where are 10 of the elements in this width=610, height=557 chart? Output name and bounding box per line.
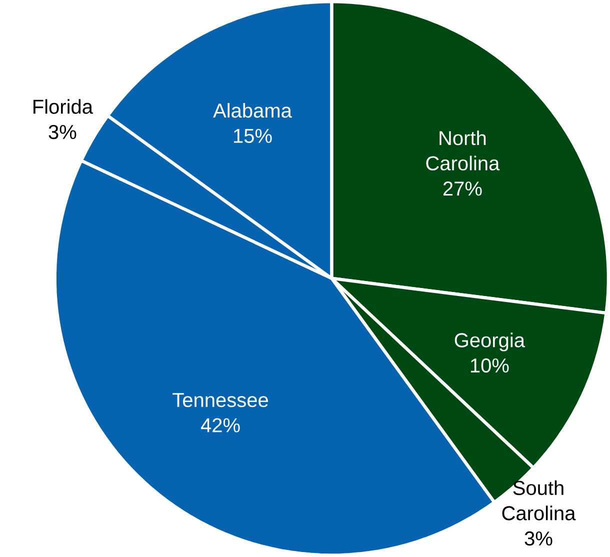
data-label: 15%: [234, 129, 272, 144]
slice-label: Georgia: [454, 332, 525, 352]
slice-label: Alabama: [213, 103, 292, 118]
data-label: 42%: [200, 418, 240, 432]
data-label: 3%: [48, 125, 76, 140]
slice-label: Florida: [34, 99, 93, 114]
slice-label: Tennessee: [172, 393, 268, 408]
data-label: 10%: [470, 358, 509, 373]
slice-label: South Carolina: [502, 480, 576, 520]
data-label: 3%: [524, 532, 552, 546]
